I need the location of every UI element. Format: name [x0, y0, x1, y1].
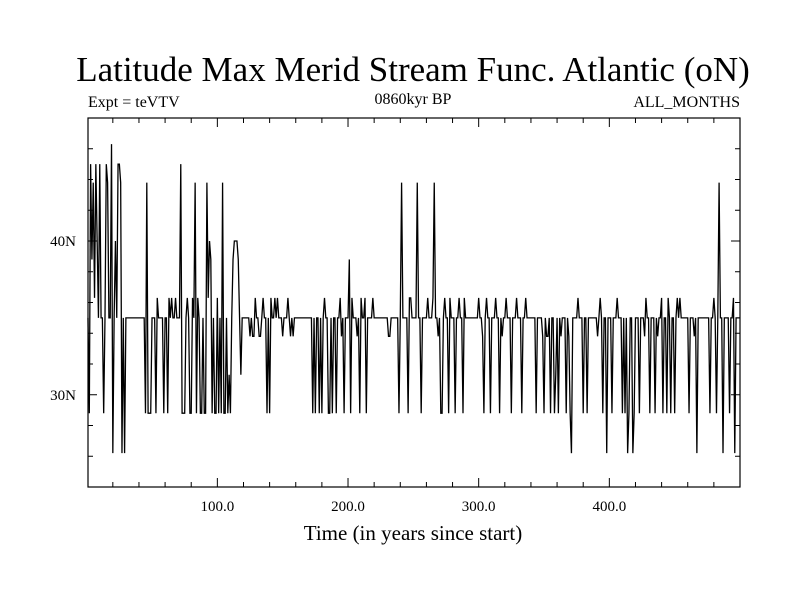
x-tick-label: 400.0: [592, 499, 626, 515]
x-tick-label: 100.0: [200, 499, 234, 515]
axis-ticks: [88, 117, 740, 488]
axis-tick-labels: 100.0 200.0 300.0 400.0 30N 40N: [50, 234, 626, 515]
x-tick-label: 200.0: [331, 499, 365, 515]
series-line: [87, 144, 740, 454]
chart-title: Latitude Max Merid Stream Func. Atlantic…: [76, 50, 750, 89]
y-tick-label: 30N: [50, 388, 76, 404]
y-tick-label: 40N: [50, 234, 76, 250]
x-axis-label: Time (in years since start): [304, 521, 523, 545]
months-label: ALL_MONTHS: [633, 94, 740, 111]
period-label: 0860kyr BP: [375, 91, 452, 108]
x-tick-label: 300.0: [462, 499, 496, 515]
plot-frame: [87, 117, 741, 488]
experiment-label: Expt = teVTV: [88, 94, 180, 111]
